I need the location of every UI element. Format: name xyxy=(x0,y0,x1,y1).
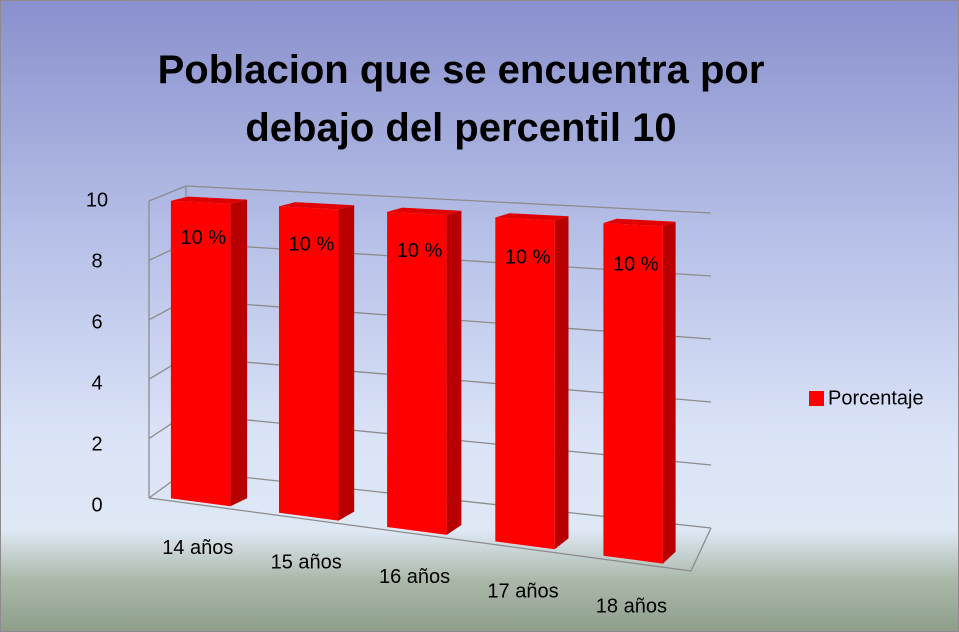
grid-line xyxy=(148,185,187,202)
y-tick-label: 10 xyxy=(86,189,108,211)
y-tick-label: 0 xyxy=(91,494,102,516)
value-label: 10 % xyxy=(181,227,227,249)
grid-line xyxy=(185,185,712,214)
legend-label: Porcentaje xyxy=(828,387,924,409)
y-tick-label: 8 xyxy=(91,250,102,272)
bar-side xyxy=(446,210,462,535)
bar xyxy=(603,223,663,564)
x-tick-label: 14 años xyxy=(162,537,233,559)
bar xyxy=(495,217,555,550)
y-tick-label: 2 xyxy=(91,433,102,455)
x-tick-label: 15 años xyxy=(271,551,342,573)
bar-side xyxy=(554,216,569,550)
bar-top xyxy=(170,196,248,204)
x-tick-label: 16 años xyxy=(379,566,450,588)
floor-edge xyxy=(148,497,692,572)
bar-side xyxy=(662,221,676,564)
y-tick-label: 4 xyxy=(91,372,102,394)
value-label: 10 % xyxy=(289,233,335,255)
x-tick-label: 18 años xyxy=(596,595,667,617)
bar-top xyxy=(387,207,462,215)
y-tick-label: 6 xyxy=(91,311,102,333)
legend-swatch xyxy=(809,391,824,406)
bar-side xyxy=(338,205,355,521)
x-tick-label: 17 años xyxy=(487,581,558,603)
bar xyxy=(170,200,231,507)
bar xyxy=(279,206,339,521)
bar xyxy=(387,211,447,535)
value-label: 10 % xyxy=(613,253,659,275)
bar-top xyxy=(279,202,355,210)
chart-title: Poblacion que se encuentra por debajo de… xyxy=(157,48,765,150)
bar-side xyxy=(230,199,248,507)
bar-top xyxy=(495,213,569,221)
floor-edge xyxy=(690,527,712,572)
value-label: 10 % xyxy=(397,240,443,262)
bar-top xyxy=(603,218,676,227)
value-label: 10 % xyxy=(505,247,551,269)
